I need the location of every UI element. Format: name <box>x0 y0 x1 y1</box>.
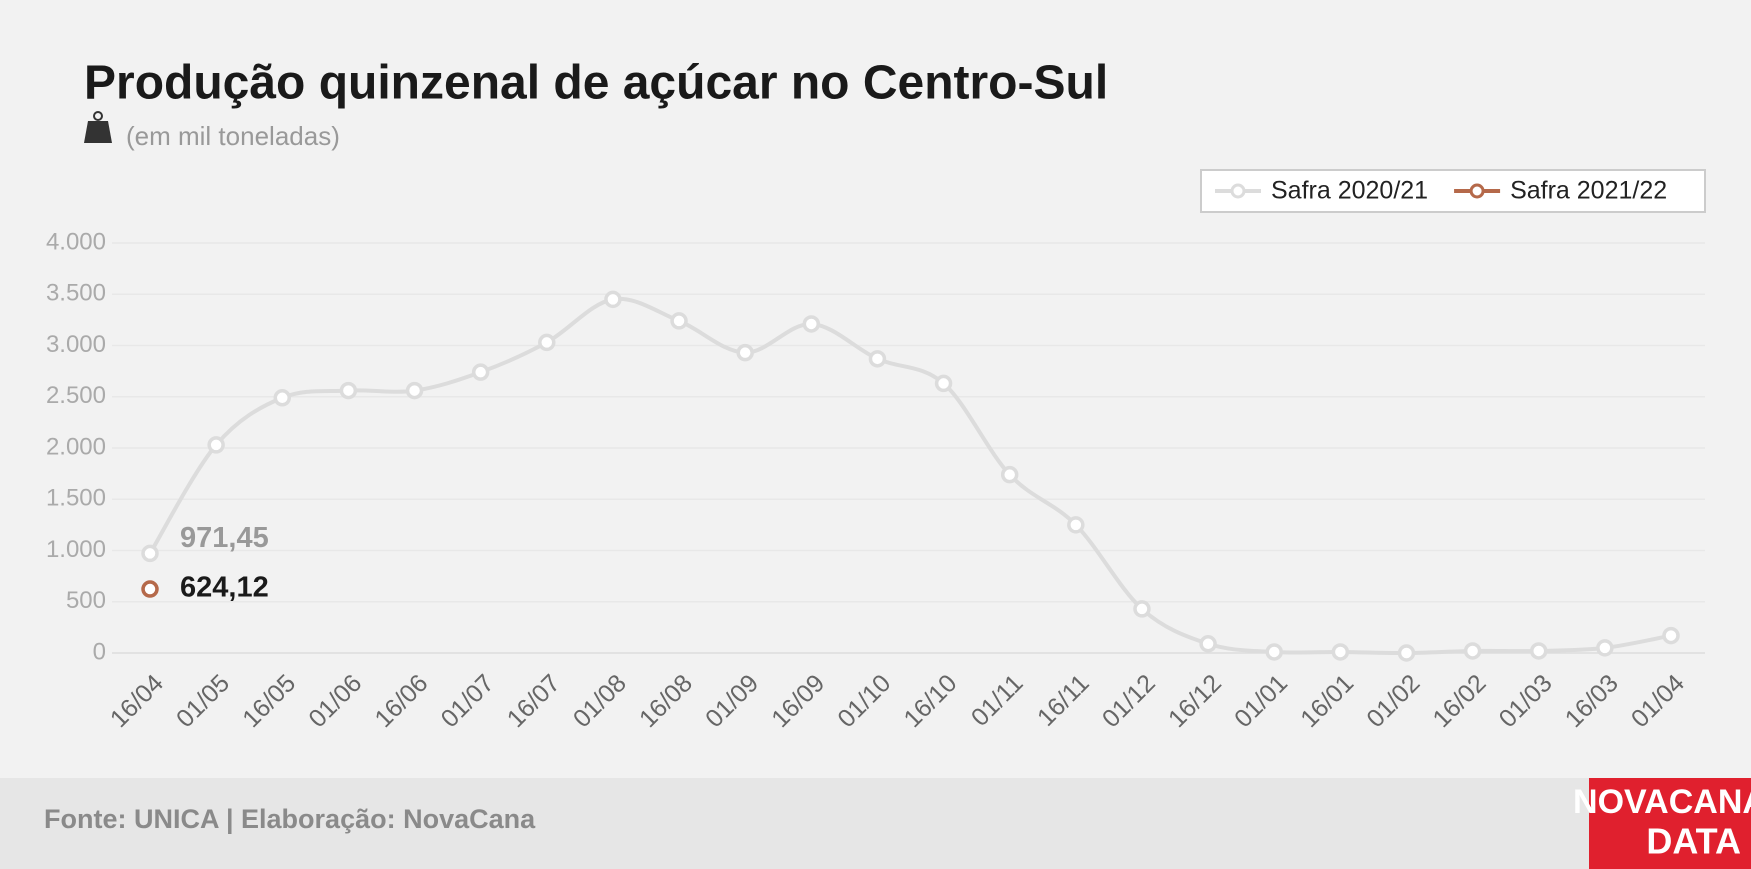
legend-box <box>1200 169 1706 213</box>
data-point <box>141 580 159 598</box>
data-point <box>207 436 225 454</box>
data-label: 971,45 <box>180 522 269 554</box>
data-point <box>141 544 159 563</box>
data-point <box>471 363 490 381</box>
data-point <box>1662 626 1680 645</box>
data-point <box>405 381 424 400</box>
legend-marker <box>1469 183 1485 199</box>
data-point <box>1596 639 1614 657</box>
weight-icon <box>84 111 112 143</box>
legend-label: Safra 2021/22 <box>1510 177 1667 205</box>
chart-subtitle: (em mil toneladas) <box>126 121 340 151</box>
logo-text: NOVACANA <box>1573 783 1751 821</box>
y-tick-label: 3.000 <box>46 331 106 358</box>
data-point <box>1397 644 1416 662</box>
logo-text: DATA <box>1646 821 1741 862</box>
data-point <box>273 389 292 407</box>
logo-box <box>1589 778 1751 869</box>
data-point <box>868 350 887 368</box>
y-tick-label: 2.500 <box>46 382 106 409</box>
data-point <box>1463 642 1482 660</box>
data-point <box>736 343 754 362</box>
data-point <box>802 315 821 333</box>
data-point <box>1529 642 1548 660</box>
data-point <box>604 290 622 309</box>
y-tick-label: 1.000 <box>46 536 106 563</box>
chart-title: Produção quinzenal de açúcar no Centro-S… <box>84 57 1108 110</box>
data-point <box>538 333 556 352</box>
data-point <box>1133 600 1151 618</box>
data-point <box>1000 465 1019 484</box>
legend-marker <box>1230 183 1246 199</box>
y-tick-label: 500 <box>66 587 106 614</box>
data-label: 624,12 <box>180 572 269 604</box>
data-point <box>1199 635 1217 653</box>
data-point <box>1265 643 1283 661</box>
y-tick-label: 3.500 <box>46 280 106 307</box>
y-tick-label: 4.000 <box>46 228 106 255</box>
source: Fonte: UNICA | Elaboração: NovaCana <box>44 804 536 834</box>
y-tick-label: 2.000 <box>46 433 106 460</box>
data-point <box>934 374 953 393</box>
y-tick-label: 1.500 <box>46 485 106 512</box>
data-point <box>339 381 358 400</box>
data-point <box>1067 516 1085 534</box>
data-point <box>1331 643 1350 661</box>
legend-label: Safra 2020/21 <box>1271 177 1428 205</box>
y-tick-label: 0 <box>93 638 106 665</box>
footer <box>0 778 1751 869</box>
data-point <box>670 312 688 330</box>
